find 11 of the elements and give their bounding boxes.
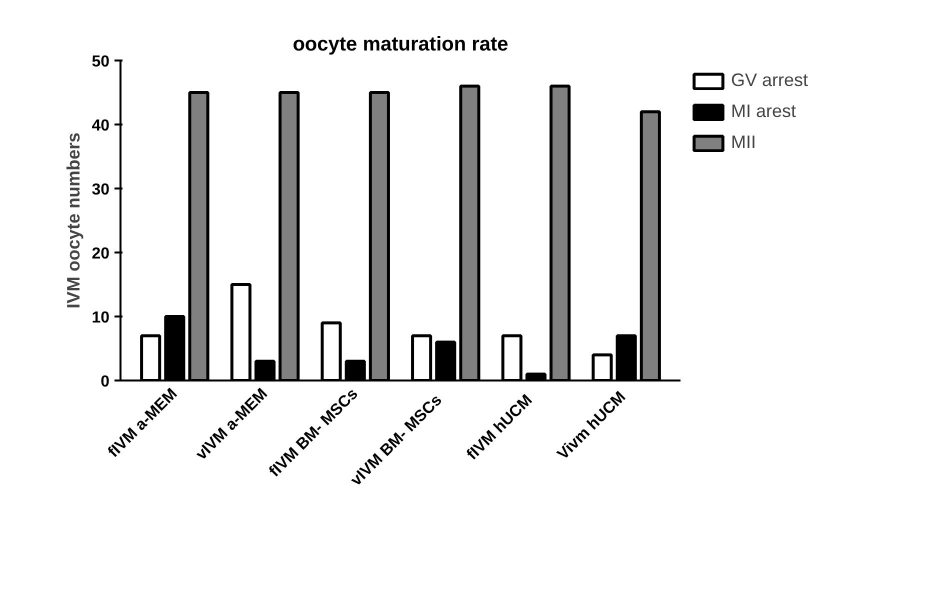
y-tick-label: 0: [100, 374, 110, 390]
legend-label: MII: [731, 132, 756, 153]
chart-title: oocyte maturation rate: [292, 34, 508, 56]
y-tick-label: 50: [92, 54, 110, 70]
y-axis-title: IVM oocyte numbers: [64, 132, 84, 309]
y-tick-label: 10: [92, 310, 110, 326]
legend-label: GV arrest: [731, 70, 808, 91]
y-tick-label: 30: [92, 182, 110, 198]
y-tick-label: 20: [92, 246, 110, 262]
y-tick-label: 40: [92, 118, 110, 134]
legend-label: MI arest: [731, 101, 796, 122]
